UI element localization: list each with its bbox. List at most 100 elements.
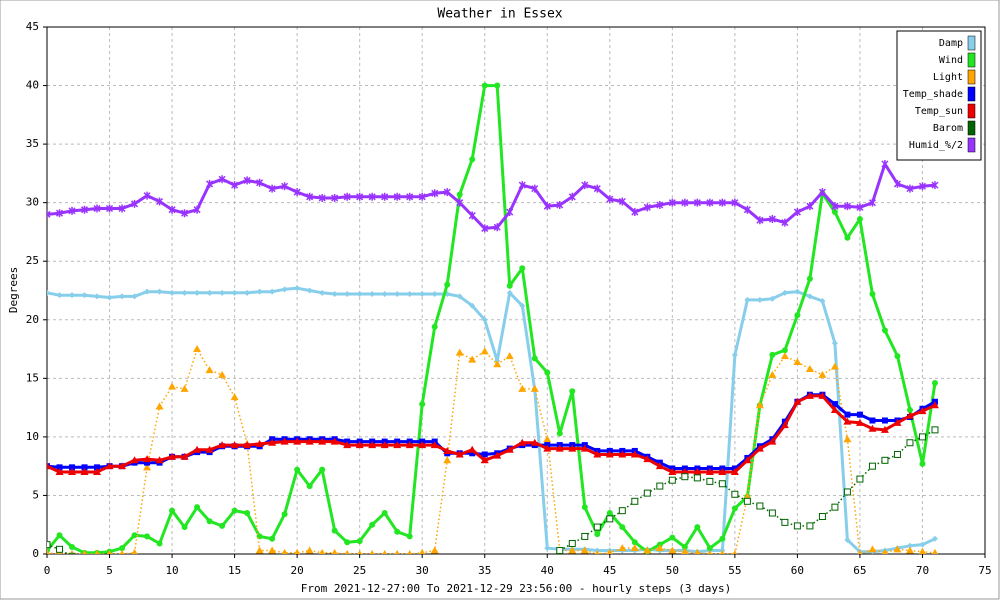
point	[168, 452, 177, 460]
point	[255, 546, 264, 554]
point	[881, 160, 889, 169]
legend-label: Humid_%/2	[909, 140, 963, 151]
legend-label: Damp	[939, 38, 963, 49]
y-tick-label: 15	[26, 371, 39, 384]
point	[531, 355, 538, 362]
point	[506, 208, 514, 217]
point	[468, 445, 477, 453]
point	[869, 291, 876, 298]
point	[369, 521, 376, 528]
point	[443, 188, 451, 197]
point	[869, 417, 876, 424]
point	[755, 401, 764, 409]
point	[543, 444, 552, 452]
point	[669, 534, 676, 541]
point	[656, 482, 664, 490]
point	[893, 179, 901, 188]
point	[805, 391, 814, 399]
point	[393, 441, 402, 449]
point	[356, 538, 363, 545]
point	[331, 527, 338, 534]
point	[356, 192, 364, 201]
point	[268, 546, 277, 554]
point	[469, 156, 476, 163]
point	[831, 209, 838, 216]
point	[618, 450, 627, 458]
point	[143, 191, 151, 200]
point	[243, 441, 252, 449]
point	[769, 351, 776, 358]
point	[707, 550, 713, 554]
point	[93, 468, 102, 476]
point	[743, 205, 751, 214]
point	[368, 192, 376, 201]
point	[155, 402, 164, 410]
legend-box	[896, 30, 982, 161]
point	[919, 460, 926, 467]
point	[69, 464, 76, 471]
point	[918, 182, 926, 191]
point	[205, 445, 214, 453]
point	[556, 201, 564, 210]
point	[793, 357, 802, 365]
point	[856, 411, 863, 418]
point	[230, 441, 239, 449]
point	[481, 451, 488, 458]
point	[243, 176, 251, 185]
point	[181, 289, 188, 296]
point	[606, 195, 614, 204]
point	[506, 282, 513, 289]
point	[47, 541, 51, 549]
point	[706, 477, 714, 485]
point	[393, 192, 401, 201]
point	[544, 369, 551, 376]
point	[281, 182, 289, 191]
point	[106, 204, 114, 213]
x-tick-label: 65	[853, 564, 866, 577]
point	[593, 450, 602, 458]
point	[56, 532, 63, 539]
point	[868, 424, 877, 432]
point	[331, 548, 338, 554]
point	[843, 202, 851, 211]
point	[731, 351, 738, 358]
point	[630, 544, 639, 552]
point	[94, 550, 100, 554]
point	[756, 502, 764, 510]
point	[344, 550, 350, 554]
point	[894, 353, 901, 360]
point	[643, 455, 652, 463]
point	[769, 295, 776, 302]
point	[519, 265, 526, 272]
point	[906, 542, 913, 549]
point	[732, 550, 738, 554]
point	[681, 473, 689, 481]
point	[706, 198, 714, 207]
point	[781, 218, 789, 227]
point	[244, 510, 251, 517]
point	[131, 548, 138, 554]
point	[844, 411, 851, 418]
x-tick-label: 30	[416, 564, 429, 577]
point	[518, 384, 527, 392]
point	[880, 425, 889, 433]
point	[580, 444, 589, 452]
point	[668, 198, 676, 207]
y-tick-label: 5	[32, 488, 39, 501]
point	[56, 545, 64, 553]
point	[568, 444, 577, 452]
point	[718, 480, 726, 488]
x-tick-label: 40	[541, 564, 554, 577]
point	[268, 184, 276, 193]
point	[294, 548, 301, 554]
point	[794, 288, 801, 295]
point	[168, 205, 176, 214]
point	[344, 291, 351, 298]
point	[268, 438, 277, 446]
point	[407, 550, 412, 554]
x-tick-label: 20	[291, 564, 304, 577]
point	[80, 468, 89, 476]
legend-label: Temp_sun	[915, 106, 963, 117]
point	[768, 437, 777, 445]
point	[843, 417, 852, 425]
